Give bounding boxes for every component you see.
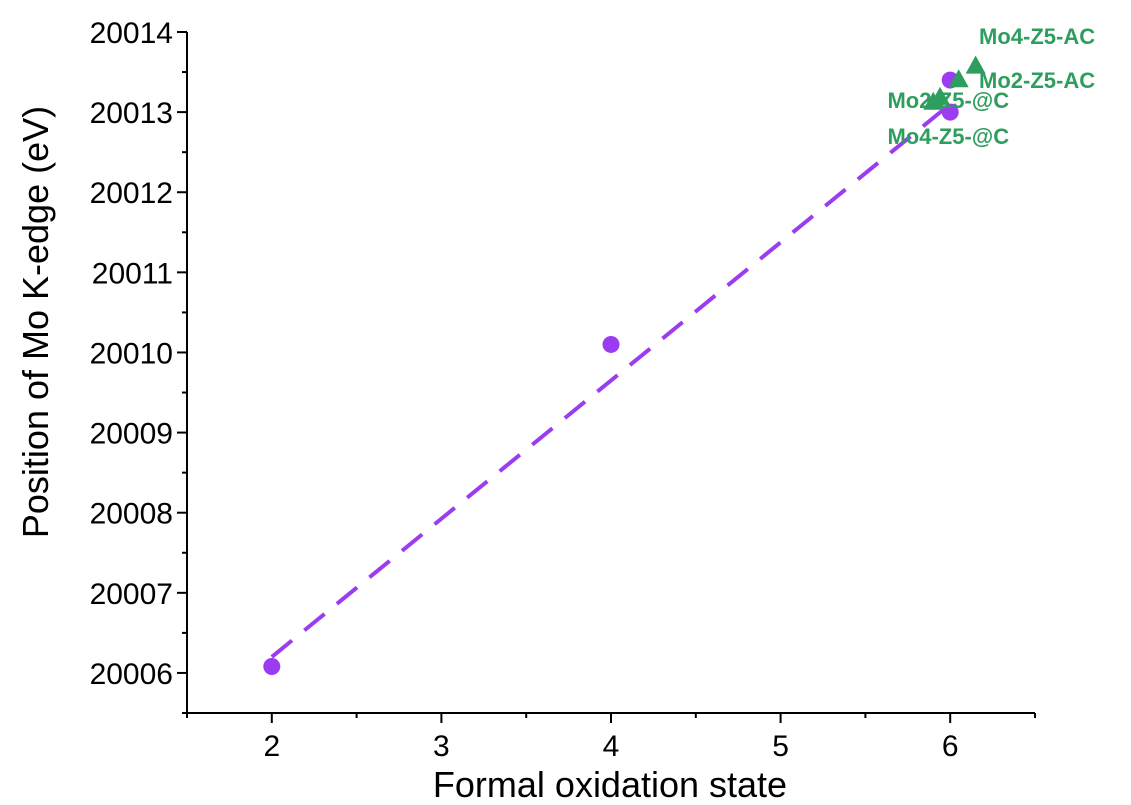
data-point-circle (941, 103, 959, 121)
y-axis-title: Position of Mo K-edge (eV) (15, 106, 56, 538)
x-tick-label: 5 (772, 730, 789, 763)
y-tick-label: 20010 (90, 337, 173, 370)
x-tick-label: 3 (433, 730, 450, 763)
fit-line (270, 102, 952, 659)
x-tick-label: 6 (942, 730, 959, 763)
y-tick-label: 20014 (90, 17, 173, 50)
point-annotation: Mo2-Z5-AC (979, 68, 1095, 93)
axes: 20006 20007 20008 20009 20010 20011 20012 20013… (90, 17, 1036, 763)
x-tick-label: 4 (603, 730, 620, 763)
data-point-circle (602, 335, 620, 353)
y-tick-label: 20012 (90, 177, 173, 210)
y-tick-label: 20009 (90, 418, 173, 451)
point-annotation: Mo2-Z5-@C (887, 88, 1009, 113)
y-tick-label: 20006 (90, 658, 173, 691)
y-tick-label: 20008 (90, 498, 173, 531)
fit-line-group (270, 102, 952, 659)
data-point-triangle (948, 69, 969, 88)
point-annotation: Mo4-Z5-@C (887, 124, 1009, 149)
data-points (263, 55, 986, 676)
data-point-triangle (930, 86, 951, 105)
data-point-circle (263, 658, 281, 676)
y-tick-label: 20011 (92, 257, 173, 290)
x-axis-title: Formal oxidation state (433, 764, 787, 805)
point-annotation: Mo4-Z5-AC (979, 24, 1095, 49)
x-tick-label: 2 (263, 730, 280, 763)
data-point-triangle (965, 55, 986, 74)
y-tick-label: 20013 (90, 97, 173, 130)
y-tick-label: 20007 (90, 578, 173, 611)
